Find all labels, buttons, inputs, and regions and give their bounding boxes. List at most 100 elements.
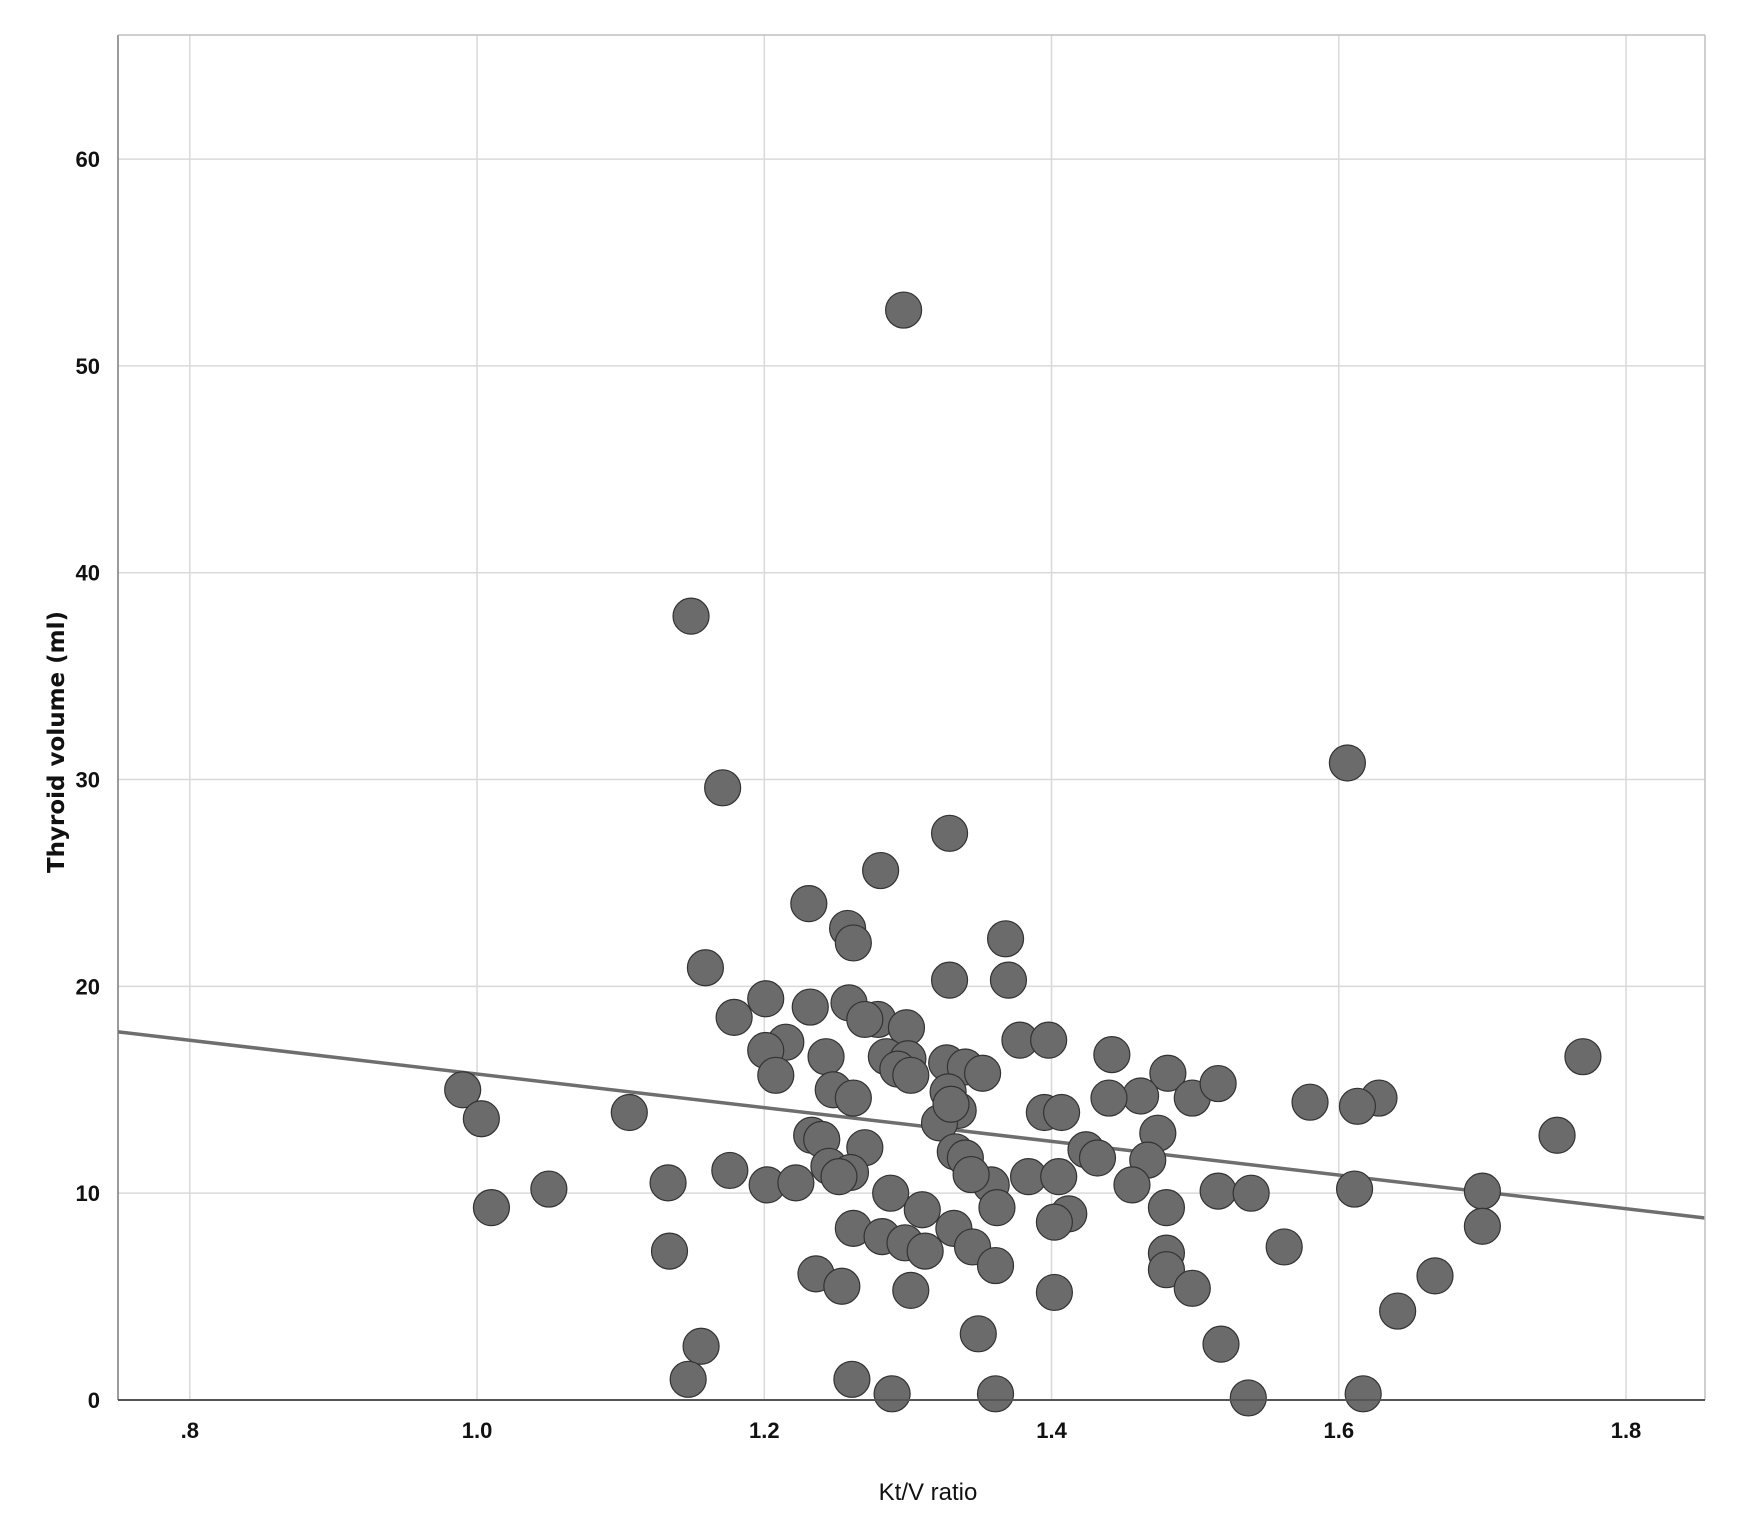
- data-point: [1035, 1203, 1074, 1241]
- data-point: [976, 1375, 1015, 1413]
- data-point: [1538, 1116, 1576, 1154]
- x-tick-label: 1.4: [1036, 1418, 1067, 1443]
- data-point: [846, 1000, 884, 1039]
- data-point: [1328, 744, 1366, 782]
- data-point: [820, 1158, 858, 1196]
- data-point: [952, 1155, 990, 1194]
- data-point: [1121, 1077, 1160, 1115]
- data-point: [686, 949, 725, 987]
- data-point: [790, 885, 828, 923]
- data-point: [672, 597, 710, 635]
- data-point: [472, 1189, 511, 1227]
- data-point: [978, 1189, 1016, 1227]
- data-point: [930, 961, 969, 999]
- data-point: [823, 1267, 861, 1305]
- data-point: [1338, 1087, 1377, 1125]
- data-point: [1564, 1038, 1602, 1076]
- data-point: [669, 1360, 707, 1398]
- x-tick-label: 1.0: [462, 1418, 493, 1443]
- data-point: [834, 1079, 872, 1117]
- data-point: [1030, 1021, 1068, 1059]
- y-tick-label: 60: [76, 147, 100, 172]
- data-point: [885, 291, 923, 329]
- data-point: [757, 1056, 795, 1094]
- data-point: [1078, 1139, 1117, 1177]
- y-axis-tick-labels: 0 10 20 30 40 50 60: [76, 147, 100, 1413]
- data-point: [976, 1246, 1015, 1285]
- y-tick-label: 30: [76, 768, 100, 793]
- data-point: [1035, 1273, 1074, 1312]
- data-point: [834, 924, 872, 962]
- data-points: [444, 291, 1602, 1417]
- data-point: [1040, 1158, 1078, 1196]
- y-tick-label: 20: [76, 974, 100, 999]
- data-point: [1335, 1170, 1374, 1208]
- data-point: [1463, 1172, 1501, 1210]
- data-point: [903, 1191, 941, 1229]
- data-point: [1173, 1269, 1211, 1307]
- data-point: [1291, 1083, 1329, 1121]
- data-point: [873, 1375, 911, 1413]
- data-point: [1265, 1228, 1303, 1266]
- y-tick-label: 50: [76, 354, 100, 379]
- y-axis-title: Thyroid volume (ml): [44, 611, 70, 873]
- data-point: [1093, 1036, 1131, 1074]
- data-point: [1149, 1054, 1187, 1092]
- data-point: [610, 1093, 648, 1132]
- data-point: [682, 1327, 720, 1365]
- x-tick-label: .8: [181, 1418, 199, 1443]
- data-point: [1113, 1166, 1151, 1204]
- data-point: [862, 851, 900, 890]
- data-point: [833, 1360, 871, 1398]
- data-point: [711, 1151, 749, 1190]
- fit-line: [117, 1030, 1706, 1220]
- data-point: [1090, 1079, 1128, 1117]
- data-point: [892, 1056, 930, 1094]
- data-point: [1416, 1257, 1454, 1295]
- data-point: [1229, 1379, 1267, 1417]
- data-point: [649, 1164, 687, 1202]
- data-point: [1147, 1251, 1186, 1289]
- data-point: [906, 1232, 944, 1270]
- data-point: [1232, 1174, 1270, 1212]
- data-point: [715, 998, 753, 1036]
- data-point: [1199, 1064, 1237, 1103]
- x-axis-tick-labels: .8 1.0 1.2 1.4 1.6 1.8: [181, 1418, 1642, 1443]
- data-point: [1463, 1207, 1501, 1245]
- data-point: [530, 1170, 568, 1208]
- data-point: [963, 1054, 1002, 1092]
- data-point: [932, 1085, 970, 1123]
- data-point: [930, 814, 969, 852]
- data-point: [462, 1100, 500, 1138]
- data-point: [1147, 1189, 1186, 1227]
- data-point: [777, 1164, 815, 1202]
- data-point: [1379, 1292, 1417, 1330]
- data-point: [989, 961, 1028, 999]
- data-point: [807, 1038, 845, 1076]
- data-point: [1199, 1172, 1237, 1210]
- y-tick-label: 0: [88, 1388, 100, 1413]
- data-point: [1202, 1325, 1240, 1363]
- data-point: [1042, 1093, 1081, 1132]
- data-point: [986, 920, 1025, 958]
- data-point: [747, 980, 785, 1018]
- data-point: [650, 1232, 689, 1270]
- x-axis-title: Kt/V ratio: [879, 1479, 978, 1506]
- data-point: [444, 1071, 482, 1109]
- x-tick-label: 1.6: [1323, 1418, 1354, 1443]
- data-point: [1344, 1375, 1382, 1413]
- grid-lines: [118, 35, 1705, 1400]
- x-tick-label: 1.8: [1611, 1418, 1642, 1443]
- data-point: [872, 1174, 910, 1212]
- plot-frame: [117, 34, 1706, 1401]
- data-point: [892, 1271, 930, 1309]
- x-tick-label: 1.2: [749, 1418, 780, 1443]
- y-tick-label: 40: [76, 561, 100, 586]
- y-tick-label: 10: [76, 1181, 100, 1206]
- data-point: [791, 988, 829, 1026]
- data-point: [704, 769, 742, 807]
- fit-line-group: [117, 1030, 1706, 1220]
- data-point: [959, 1315, 997, 1353]
